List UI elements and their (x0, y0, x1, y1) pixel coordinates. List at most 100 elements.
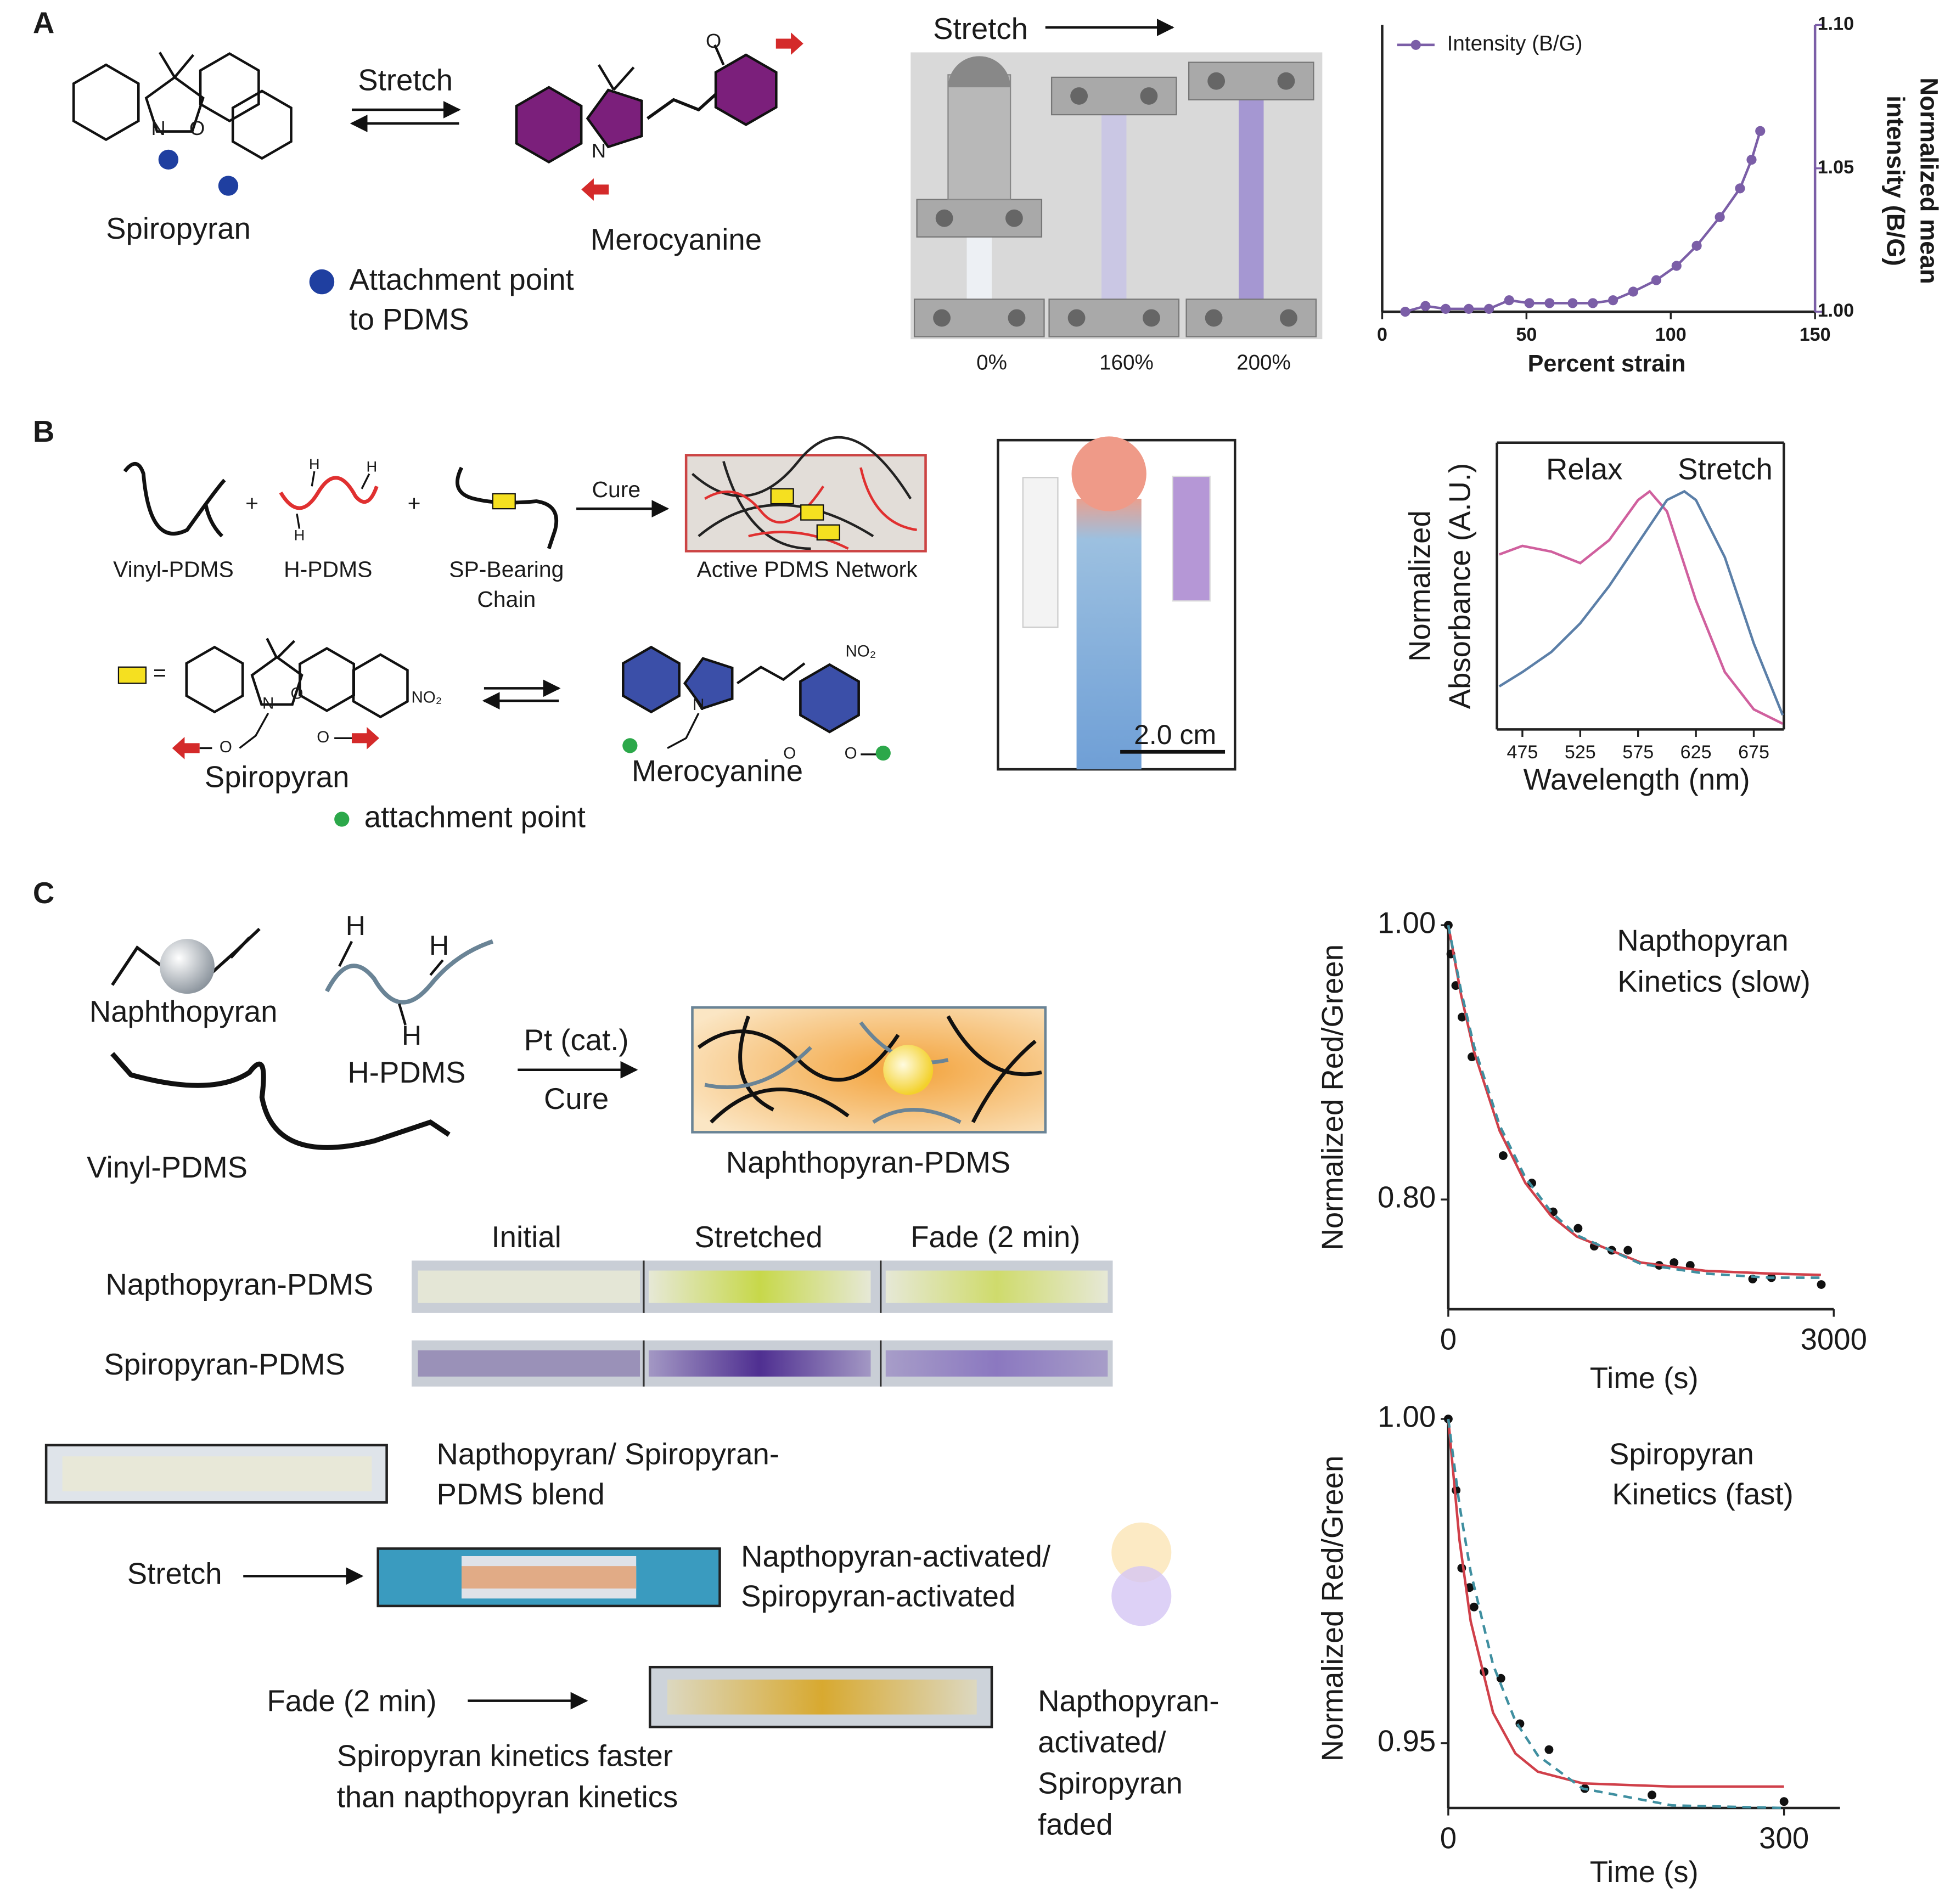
label: Vinyl-PDMS (87, 1151, 248, 1184)
stroke (296, 513, 301, 529)
data-point (1573, 1224, 1583, 1233)
ring (714, 53, 778, 126)
chain (324, 939, 494, 1005)
label: Spiropyran-activated (741, 1580, 1015, 1613)
strip (667, 1679, 977, 1715)
strip (885, 1350, 1108, 1377)
label: H (346, 910, 366, 941)
series-line (1404, 131, 1762, 313)
label: faded (1038, 1808, 1112, 1841)
x-tick-label: 0 (1440, 1822, 1457, 1855)
series-line (1447, 1418, 1784, 1810)
data-point (1458, 1012, 1466, 1022)
label: = (153, 660, 166, 685)
y-axis-label: Normalized Red/Green (1316, 1456, 1349, 1762)
data-point (1607, 295, 1618, 306)
dot (875, 745, 891, 761)
data-point (1544, 1745, 1554, 1754)
label: Napthopyran/ Spiropyran- (437, 1438, 779, 1471)
label: activated/ (1038, 1726, 1166, 1759)
label: Merocyanine (632, 754, 803, 787)
x-axis-label: Time (s) (1590, 1361, 1699, 1395)
force-arrow (172, 737, 200, 759)
strip (648, 1270, 871, 1303)
screw (1008, 309, 1026, 327)
x-tick-label: 475 (1507, 742, 1538, 763)
data-point (1567, 298, 1578, 308)
series-line (1498, 489, 1784, 725)
naphthopyran (159, 939, 215, 994)
series-label: Stretch (1678, 452, 1773, 486)
y-axis-label: intensity (B/G) (1881, 95, 1909, 266)
strip (62, 1456, 372, 1491)
x-tick-label: 100 (1655, 324, 1687, 345)
dot (622, 738, 638, 753)
label: 160% (1099, 351, 1154, 375)
sample (1239, 99, 1264, 300)
data-point (1469, 1602, 1479, 1612)
label: Naphthopyran-PDMS (726, 1146, 1010, 1179)
label: Stretch (127, 1557, 222, 1591)
label: Vinyl-PDMS (113, 557, 234, 582)
series-line (1447, 1418, 1784, 1788)
label: N (262, 695, 274, 713)
label: Spiropyran kinetics faster (337, 1739, 673, 1773)
x-tick-label: 525 (1565, 742, 1596, 763)
x-tick-label: 300 (1759, 1822, 1809, 1855)
chain (111, 927, 261, 986)
sp-key (816, 524, 840, 541)
label: Fade (2 min) (910, 1220, 1080, 1254)
label: Spiropyran (106, 212, 251, 245)
stroke (276, 640, 296, 660)
chart-title: Kinetics (fast) (1612, 1477, 1793, 1511)
ring (72, 63, 140, 142)
y-axis-label: Normalized (1403, 510, 1437, 662)
stroke (598, 64, 615, 91)
ring (185, 645, 244, 714)
y-axis-label: Absorbance (A.U.) (1443, 463, 1476, 709)
label: H (402, 1020, 421, 1051)
data-point (1628, 286, 1638, 297)
ring (515, 86, 583, 164)
label: N (151, 117, 166, 139)
stroke (398, 1003, 407, 1026)
ring (683, 657, 734, 710)
sample (1022, 477, 1059, 628)
y-tick-label: 0.95 (1378, 1724, 1436, 1757)
label: to PDMS (349, 303, 469, 336)
screw (933, 309, 951, 327)
screw (1140, 87, 1158, 105)
stroke (338, 940, 353, 967)
label: Initial (492, 1220, 561, 1254)
y-tick-label: 1.00 (1818, 300, 1854, 321)
label: than napthopyran kinetics (337, 1781, 678, 1814)
x-tick-label: 625 (1680, 742, 1712, 763)
dot (218, 176, 239, 196)
stroke (266, 638, 278, 659)
screw (1067, 309, 1086, 327)
data-point (1544, 298, 1555, 308)
x-tick-label: 150 (1800, 324, 1831, 345)
ring (299, 647, 355, 712)
label: Merocyanine (591, 223, 762, 256)
sp-key (117, 666, 147, 684)
label: H (309, 455, 320, 472)
dot (334, 812, 350, 827)
strip (418, 1270, 640, 1303)
data-point (1715, 212, 1725, 222)
label: O (189, 117, 205, 139)
label: H (294, 526, 305, 543)
label: O (290, 685, 303, 703)
strip (648, 1350, 871, 1377)
stroke (361, 473, 370, 489)
label: Napthopyran-PDMS (105, 1268, 373, 1302)
label: NO₂ (845, 642, 876, 660)
ring (144, 76, 205, 133)
label: H-PDMS (347, 1056, 465, 1089)
label: Naphthopyran (89, 995, 278, 1028)
ring (231, 89, 293, 160)
data-point (1588, 298, 1598, 308)
label: H (366, 458, 377, 475)
naphthopyran (883, 1045, 934, 1095)
